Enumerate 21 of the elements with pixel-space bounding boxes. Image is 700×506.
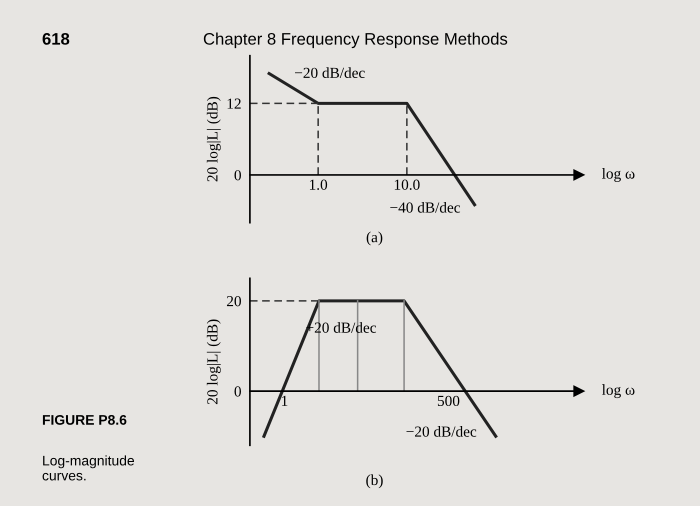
text: Log-magnitude curves. <box>42 455 134 480</box>
y-tick-label: 0 <box>234 386 241 397</box>
y-tick-label: 0 <box>234 170 241 180</box>
text: 618 <box>42 32 70 45</box>
text: Chapter 8 Frequency Response Methods <box>204 32 508 48</box>
y-axis-title: 20 log|L| (dB) <box>206 320 221 404</box>
annotation: −40 dB/dec <box>390 202 460 213</box>
y-tick-label: 12 <box>228 98 241 109</box>
text: (a) <box>366 232 382 246</box>
caption: FIGURE P8.6 <box>42 414 126 425</box>
annotation: −20 dB/dec <box>295 67 365 78</box>
annotation: −20 dB/dec <box>406 426 476 437</box>
x-tick-label: 1.0 <box>310 180 328 190</box>
y-tick-label: 20 <box>226 296 241 306</box>
x-axis-title: log ω <box>602 168 634 182</box>
x-tick-label: 500 <box>438 396 460 406</box>
y-axis-title: 20 log|L| (dB) <box>206 96 221 182</box>
text: (b) <box>366 474 383 488</box>
x-tick-label: 1 <box>282 396 288 406</box>
x-axis-title: log ω <box>602 384 634 398</box>
x-tick-label: 10.0 <box>394 180 420 190</box>
